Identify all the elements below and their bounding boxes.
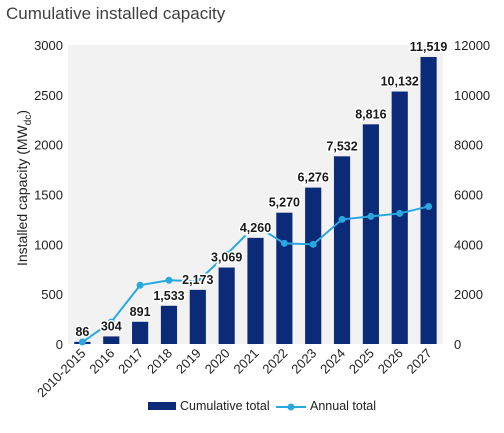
legend-label-annual-total: Annual total <box>310 399 376 413</box>
bar-data-label: 8,816 <box>355 107 386 121</box>
annual-total-point <box>223 250 231 258</box>
bar-cumulative-total <box>132 321 149 344</box>
annual-total-point <box>252 221 259 229</box>
x-axis-tick: 2022 <box>259 346 290 377</box>
left-axis-tick: 500 <box>41 287 63 302</box>
legend-label-cumulative-total: Cumulative total <box>180 399 270 413</box>
bar-data-label: 4,260 <box>240 221 271 235</box>
bar-data-label: 304 <box>101 319 122 333</box>
y-axis-label-sub: dc <box>23 115 34 126</box>
left-axis-tick: 1500 <box>34 188 63 203</box>
x-axis-tick: 2020 <box>202 346 233 377</box>
bar-data-label: 891 <box>130 305 151 319</box>
bar-cumulative-total <box>305 187 322 344</box>
legend-marker-annual-total <box>287 403 295 411</box>
annual-total-point <box>396 209 404 217</box>
x-axis-tick: 2017 <box>115 346 146 377</box>
x-axis-tick: 2023 <box>288 346 319 377</box>
x-axis-tick: 2018 <box>144 346 175 377</box>
annual-total-point <box>78 338 86 346</box>
x-axis-tick: 2025 <box>346 346 377 377</box>
annual-total-point <box>107 318 115 326</box>
bar-cumulative-total <box>247 237 264 344</box>
right-axis-tick: 2000 <box>454 287 483 302</box>
bar-data-label: 10,132 <box>381 75 419 89</box>
left-axis-tick: 2500 <box>34 88 63 103</box>
bar-cumulative-total <box>103 336 120 344</box>
bar-data-label: 1,533 <box>153 289 184 303</box>
x-axis-tick: 2026 <box>375 346 406 377</box>
bar-cumulative-total <box>333 156 351 344</box>
bar-cumulative-total <box>160 305 178 344</box>
bar-data-label: 6,276 <box>298 171 329 185</box>
left-axis-tick: 2000 <box>34 138 63 153</box>
x-axis-tick: 2010-2015 <box>34 346 89 401</box>
right-axis-tick: 12000 <box>454 38 490 53</box>
right-axis-tick: 6000 <box>454 188 483 203</box>
bar-data-label: 7,532 <box>326 139 357 153</box>
bar-cumulative-total <box>218 267 235 344</box>
bar-cumulative-total <box>189 289 206 344</box>
left-axis-tick: 1000 <box>34 237 63 252</box>
annual-total-point <box>338 215 346 223</box>
annual-total-point <box>136 281 144 289</box>
right-axis-tick: 0 <box>454 337 461 352</box>
right-axis-tick: 8000 <box>454 138 483 153</box>
bar-data-label: 2,173 <box>182 273 213 287</box>
bar-cumulative-total <box>362 124 379 345</box>
bar-data-label: 5,270 <box>269 196 300 210</box>
y-axis-label-main: Installed capacity (MW <box>14 124 30 266</box>
x-axis-tick: 2027 <box>404 346 435 377</box>
bar-cumulative-total <box>391 91 408 344</box>
annual-total-point <box>425 202 433 210</box>
annual-total-point <box>165 276 173 284</box>
left-axis-tick: 3000 <box>34 38 63 53</box>
y-axis-label-close: ) <box>14 110 30 115</box>
x-axis-tick: 2024 <box>317 346 348 377</box>
bar-data-label: 3,069 <box>211 251 242 265</box>
legend: Cumulative total Annual total <box>148 399 376 413</box>
bar-cumulative-total <box>420 56 437 344</box>
right-axis-tick: 4000 <box>454 237 483 252</box>
y-axis-label: Installed capacity (MWdc) <box>14 110 34 266</box>
bar-data-label: 11,519 <box>410 40 448 54</box>
bar-data-label: 86 <box>75 325 89 339</box>
bar-cumulative-total <box>276 212 293 344</box>
x-axis-tick: 2021 <box>231 346 262 377</box>
right-axis-tick: 10000 <box>454 88 490 103</box>
legend-swatch-cumulative-total <box>148 402 176 410</box>
annual-total-point <box>280 239 288 247</box>
left-axis-tick: 0 <box>56 337 63 352</box>
chart-title: Cumulative installed capacity <box>6 4 226 23</box>
x-axis-tick: 2019 <box>173 346 204 377</box>
annual-total-point <box>194 277 202 285</box>
annual-total-point <box>367 212 375 220</box>
x-axis-tick: 2016 <box>86 346 117 377</box>
annual-total-point <box>309 240 317 248</box>
